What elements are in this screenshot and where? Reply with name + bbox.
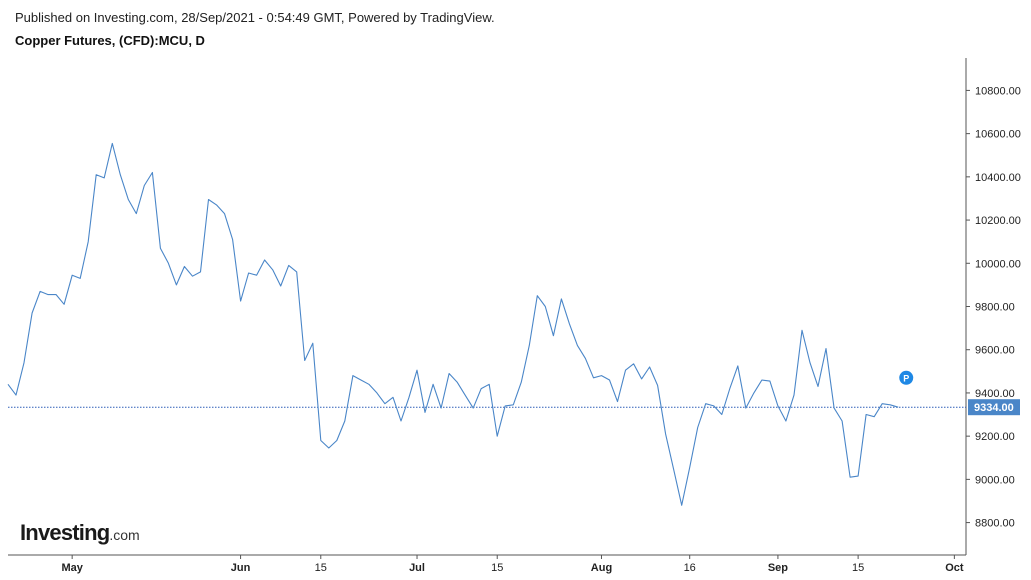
x-tick-label: Oct [945, 562, 964, 574]
chart-title: Copper Futures, (CFD):MCU, D [15, 33, 205, 48]
y-tick-label: 10400.00 [975, 172, 1021, 184]
x-tick-label: Jul [409, 562, 425, 574]
y-tick-label: 9800.00 [975, 302, 1015, 314]
marker-circle[interactable] [899, 370, 914, 385]
investing-logo: Investing.com [20, 520, 140, 545]
y-tick-label: 10800.00 [975, 85, 1021, 97]
y-axis-ticks: 8800.00 9000.00 9200.00 9400.00 9600.00 9800.… [966, 85, 1021, 530]
current-price-badge [968, 399, 1020, 416]
x-tick-label: 15 [852, 562, 864, 574]
y-tick-label: 9400.00 [975, 388, 1015, 400]
x-tick-label: 16 [684, 562, 696, 574]
x-axis-ticks: May Jun 15 Jul 15 Aug 16 Sep 15 Oct [61, 555, 964, 574]
x-tick-label: May [61, 562, 83, 574]
y-tick-label: 10600.00 [975, 129, 1021, 141]
x-tick-label: 15 [315, 562, 327, 574]
y-tick-label: 10200.00 [975, 215, 1021, 227]
x-tick-label: Jun [231, 562, 251, 574]
y-tick-label: 9200.00 [975, 431, 1015, 443]
marker-label: P [903, 373, 909, 383]
published-info: Published on Investing.com, 28/Sep/2021 … [15, 10, 495, 25]
y-tick-label: 9000.00 [975, 474, 1015, 486]
x-tick-label: Aug [591, 562, 612, 574]
y-tick-label: 10000.00 [975, 258, 1021, 270]
y-tick-label: 9600.00 [975, 345, 1015, 357]
x-tick-label: 15 [491, 562, 503, 574]
current-price-label: 9334.00 [974, 402, 1014, 414]
price-series-line [7, 142, 899, 506]
x-tick-label: Sep [768, 562, 788, 574]
y-tick-label: 8800.00 [975, 518, 1015, 530]
